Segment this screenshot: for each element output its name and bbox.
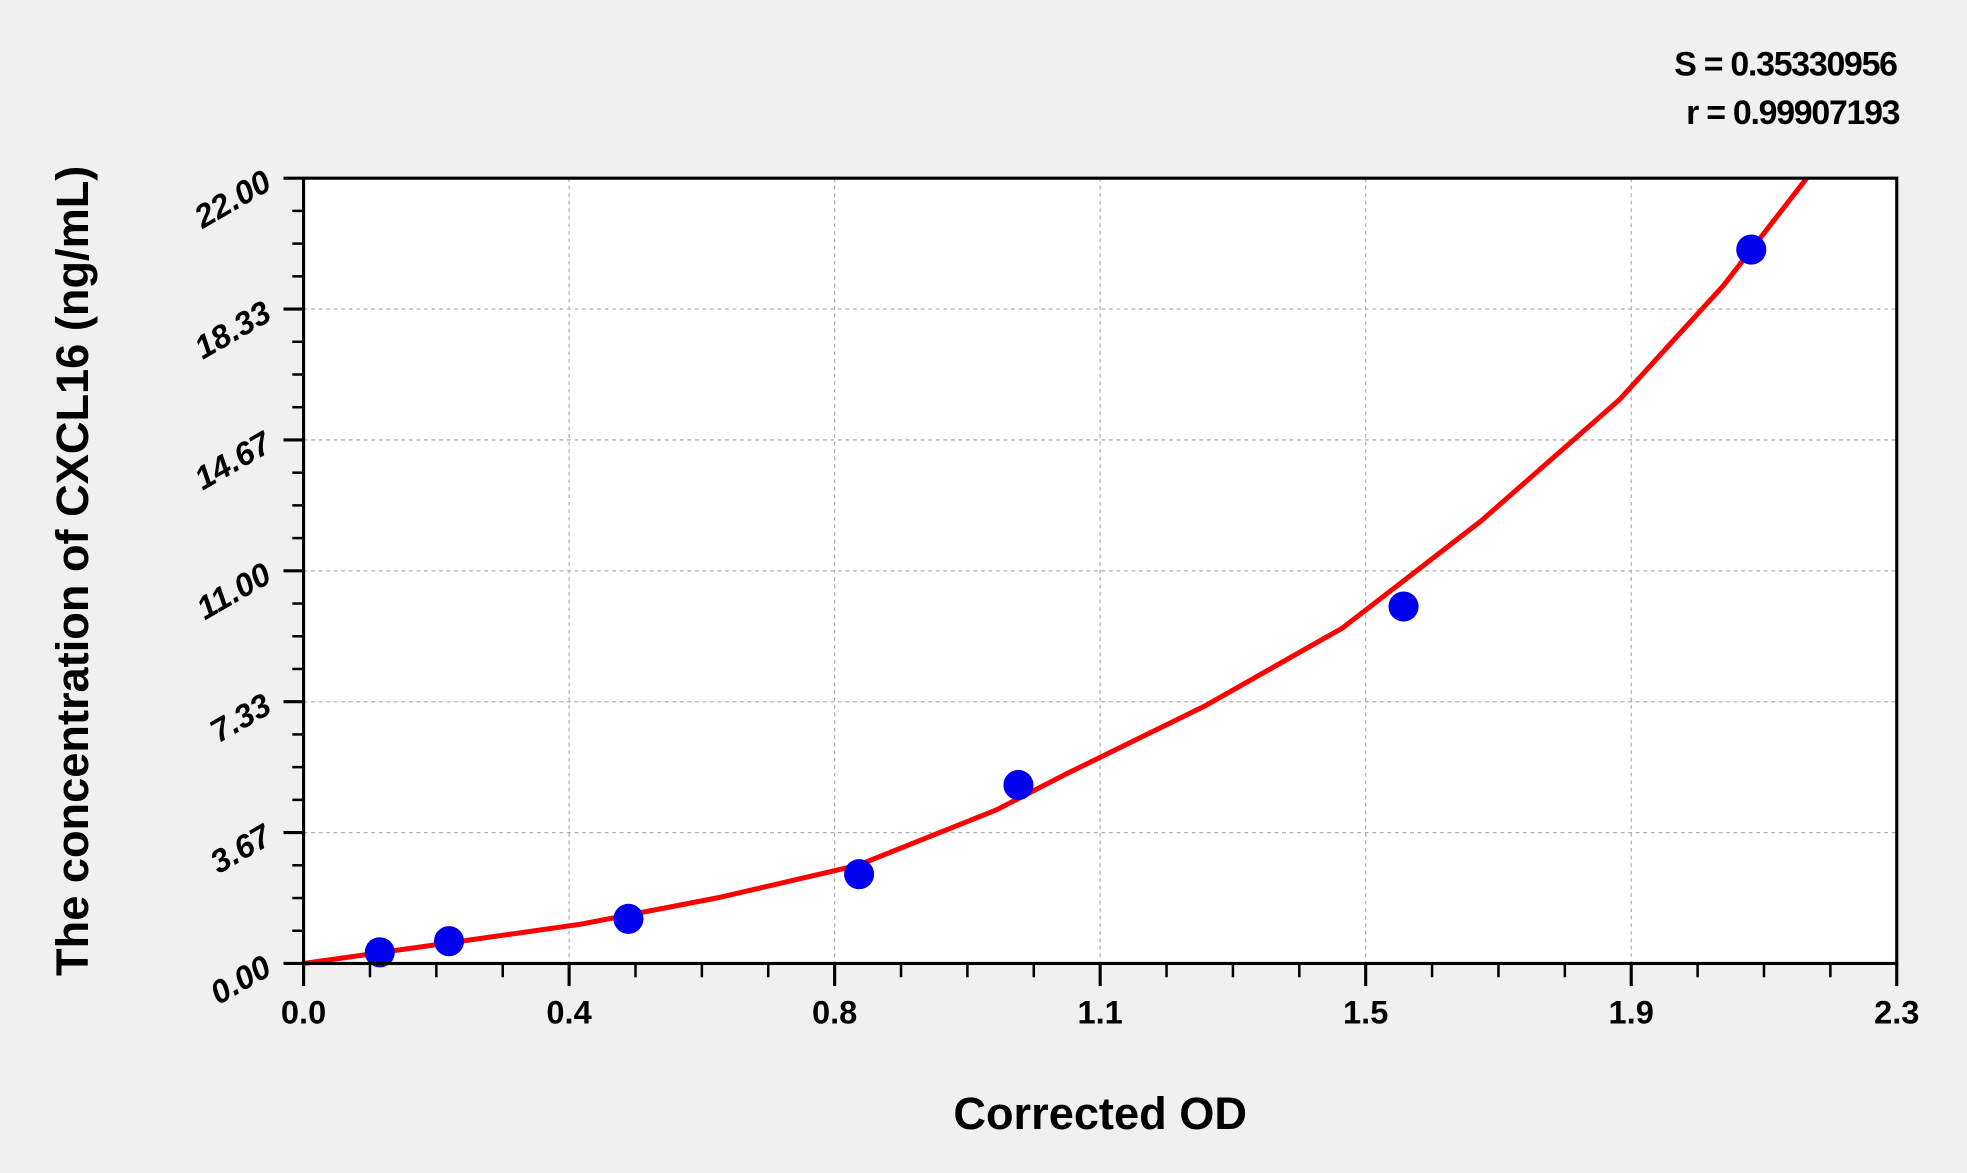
- x-tick-labels: 0.0 0.4 0.8 1.1 1.5 1.9 2.3: [281, 994, 1920, 1031]
- x-tick-label: 0.4: [546, 994, 591, 1031]
- data-point: [433, 926, 465, 957]
- ticks: [283, 176, 1899, 987]
- data-point: [1003, 769, 1034, 801]
- y-tick-label: 0.00: [204, 948, 277, 1012]
- data-point: [613, 903, 644, 934]
- y-tick-label: 22.00: [187, 162, 277, 235]
- data-point: [1736, 234, 1767, 265]
- y-axis-title: The concentration of CXCL16 (ng/mL): [47, 166, 98, 976]
- x-tick-label: 1.5: [1343, 994, 1388, 1031]
- y-tick-label: 18.33: [188, 293, 277, 366]
- y-tick-label: 7.33: [204, 686, 277, 750]
- data-point: [1388, 591, 1419, 622]
- y-tick-label: 14.67: [188, 423, 279, 497]
- data-point: [844, 859, 875, 890]
- x-tick-label: 0.8: [812, 994, 857, 1031]
- s-annotation: S = 0.35330956: [1674, 45, 1897, 83]
- x-tick-label: 1.1: [1077, 994, 1122, 1031]
- plot-frame: [302, 176, 1899, 966]
- fit-curve: [303, 176, 1809, 966]
- data-points: [364, 234, 1767, 968]
- y-tick-labels: 0.00 3.67 7.33 11.00 14.67 18.33 22.00: [187, 162, 279, 1011]
- x-tick-label: 2.3: [1874, 994, 1919, 1031]
- y-tick-label: 3.67: [204, 816, 279, 881]
- x-tick-label: 1.9: [1609, 994, 1654, 1031]
- x-axis-title: Corrected OD: [953, 1088, 1247, 1139]
- y-tick-label: 11.00: [190, 555, 277, 627]
- data-point: [364, 937, 395, 968]
- r-annotation: r = 0.99907193: [1686, 94, 1900, 132]
- grid: [303, 178, 1897, 964]
- x-tick-label: 0.0: [281, 994, 326, 1031]
